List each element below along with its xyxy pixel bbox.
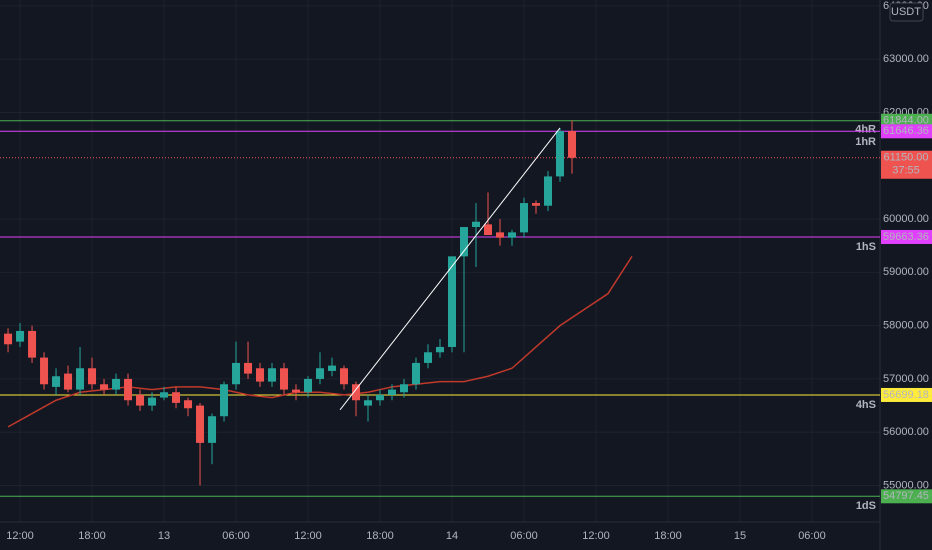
level-name: 4hR	[855, 124, 876, 136]
candle-body	[28, 330, 37, 358]
level-price-label: 61844.00	[883, 115, 929, 127]
candle-body	[483, 224, 492, 236]
x-tick-label: 15	[734, 530, 746, 542]
candle-body	[424, 352, 433, 363]
candle-body	[364, 400, 373, 406]
candle-body	[4, 333, 13, 345]
y-tick-label: 57000.00	[883, 373, 929, 385]
level-price-box	[881, 229, 932, 244]
candle-body	[124, 378, 133, 401]
candle-body	[184, 400, 193, 409]
candle-body	[436, 346, 444, 353]
candle-body	[52, 376, 61, 387]
currency-badge	[889, 2, 924, 22]
level-price-box	[881, 489, 932, 504]
candle-body	[16, 330, 25, 342]
level-price-box	[881, 387, 932, 402]
candle-body	[232, 362, 241, 385]
last-price-box	[881, 150, 932, 179]
candle-body	[292, 389, 301, 393]
last-price-label: 61150.00	[883, 152, 928, 164]
candle-body	[112, 378, 121, 390]
candle-body	[555, 131, 564, 177]
candle-body	[76, 368, 85, 390]
candle-body	[304, 378, 313, 393]
x-tick-label: 18:00	[366, 530, 394, 542]
candle-body	[328, 365, 337, 371]
y-tick-label: 60000.00	[883, 213, 929, 225]
level-name: 1dS	[856, 500, 876, 512]
candle-body	[88, 368, 97, 385]
level-price-box	[881, 124, 932, 139]
x-tick-label: 12:00	[582, 530, 610, 542]
x-tick-label: 13	[158, 530, 170, 542]
x-tick-label: 06:00	[798, 530, 826, 542]
candle-body	[64, 373, 73, 390]
candle-body	[220, 384, 229, 417]
candle-body	[507, 232, 516, 238]
candle-body	[388, 389, 397, 395]
candle-body	[519, 203, 528, 233]
x-tick-label: 18:00	[78, 530, 106, 542]
candle-body	[495, 232, 504, 238]
x-tick-label: 12:00	[294, 530, 322, 542]
level-price-box	[881, 113, 932, 128]
candle-body	[100, 384, 109, 390]
candle-body	[567, 131, 576, 158]
candle-body	[316, 368, 325, 379]
candle-body	[136, 394, 145, 406]
x-tick-label: 06:00	[222, 530, 250, 542]
y-tick-label: 56000.00	[883, 426, 929, 438]
x-tick-label: 12:00	[6, 530, 34, 542]
candle-body	[447, 256, 456, 347]
level-name: 1hS	[856, 241, 876, 253]
candle-body	[471, 221, 480, 228]
candle-body	[148, 397, 157, 406]
x-tick-label: 14	[446, 530, 458, 542]
level-name: 4hS	[856, 399, 876, 411]
candle-body	[412, 362, 421, 385]
y-tick-label: 63000.00	[883, 53, 929, 65]
candle-body	[352, 384, 361, 401]
candle-body	[531, 203, 540, 206]
candle-body	[459, 227, 468, 257]
candle-body	[268, 368, 277, 382]
candle-body	[340, 368, 349, 385]
candle-body	[376, 394, 385, 401]
y-tick-label: 59000.00	[883, 266, 929, 278]
level-price-label: 54797.45	[883, 490, 929, 502]
level-price-label: 61646.36	[883, 125, 929, 137]
y-tick-label: 58000.00	[883, 320, 929, 332]
candle-body	[280, 368, 289, 390]
countdown: 37:55	[892, 165, 920, 177]
candle-body	[196, 405, 205, 443]
candle-body	[256, 368, 265, 382]
x-tick-label: 06:00	[510, 530, 538, 542]
currency-label: USDT	[891, 6, 921, 18]
x-tick-label: 18:00	[654, 530, 682, 542]
level-price-label: 56699.18	[883, 389, 929, 401]
candle-body	[40, 357, 49, 385]
candle-body	[172, 392, 181, 403]
candle-body	[208, 416, 217, 443]
candle-body	[400, 384, 409, 393]
candle-body	[160, 392, 169, 398]
y-tick-label: 55000.00	[883, 479, 929, 491]
level-name: 1hR	[855, 136, 876, 148]
trend-line	[339, 127, 561, 411]
candle-body	[244, 362, 253, 374]
candle-body	[543, 176, 552, 206]
level-price-label: 59663.36	[883, 231, 929, 243]
